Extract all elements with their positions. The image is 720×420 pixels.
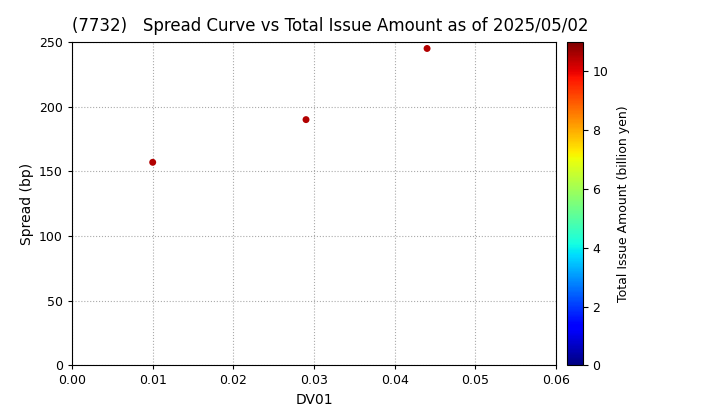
X-axis label: DV01: DV01 — [295, 393, 333, 407]
Y-axis label: Spread (bp): Spread (bp) — [19, 163, 34, 245]
Y-axis label: Total Issue Amount (billion yen): Total Issue Amount (billion yen) — [616, 105, 630, 302]
Text: (7732)   Spread Curve vs Total Issue Amount as of 2025/05/02: (7732) Spread Curve vs Total Issue Amoun… — [72, 17, 588, 35]
Point — [421, 45, 433, 52]
Point — [300, 116, 312, 123]
Point — [147, 159, 158, 165]
